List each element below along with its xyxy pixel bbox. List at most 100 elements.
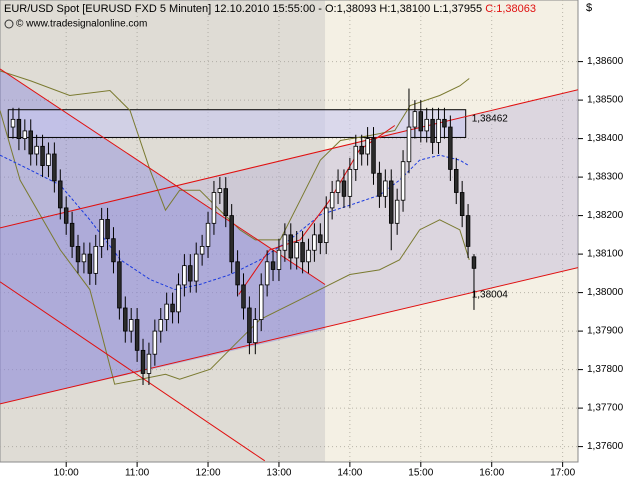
candle-body <box>46 153 51 166</box>
indicator-line <box>0 68 326 285</box>
y-tick-label: 1,38400 <box>587 133 624 144</box>
y-tick-label: 1,37800 <box>587 364 624 375</box>
candle-body <box>28 130 33 155</box>
candle-body <box>406 126 412 163</box>
candle-body <box>217 188 223 193</box>
candle-body <box>329 192 335 209</box>
candle-body <box>253 319 258 344</box>
candle-body <box>436 118 441 143</box>
candle-body <box>211 192 217 224</box>
channel-region <box>0 68 326 404</box>
candle-body <box>294 242 299 259</box>
candle-body <box>353 145 359 170</box>
candle-body <box>365 138 370 155</box>
candle-body <box>359 145 364 155</box>
candle-body <box>459 192 465 217</box>
candle-body <box>377 172 382 197</box>
price-annotation: 1,38004 <box>472 290 509 301</box>
candle-body <box>223 188 228 216</box>
range-box <box>7 109 467 138</box>
candle-body <box>123 307 128 332</box>
candle-body <box>69 222 75 247</box>
plot-area <box>0 0 579 463</box>
title-part: C:1,38063 <box>485 3 536 15</box>
x-tick-label: 14:00 <box>337 468 362 479</box>
x-tick-label: 10:00 <box>54 468 79 479</box>
indicator-line <box>0 281 266 462</box>
candle-body <box>383 180 388 197</box>
candle-body <box>270 261 276 270</box>
plot-layer <box>0 0 578 462</box>
candle-body <box>205 222 211 247</box>
candle-body <box>276 249 282 270</box>
candle-body <box>164 303 169 320</box>
candle-body <box>288 234 294 259</box>
candle-body <box>134 319 140 351</box>
candle-body <box>282 234 288 251</box>
y-tick-label: 1,38500 <box>587 95 624 106</box>
candle-body <box>241 284 246 309</box>
y-tick-label: 1,38200 <box>587 210 624 221</box>
candle-body <box>454 168 459 193</box>
y-tick-label: 1,37700 <box>587 403 624 414</box>
candle-body <box>335 180 341 193</box>
candle-body <box>111 238 116 263</box>
indicator-line <box>0 70 470 241</box>
copyright: © www.tradesignalonline.com <box>16 19 147 30</box>
y-tick-label: 1,38600 <box>587 56 624 67</box>
globe-icon <box>4 19 14 29</box>
indicator-line <box>0 154 469 291</box>
x-tick-label: 16:00 <box>479 468 504 479</box>
x-tick-label: 12:00 <box>196 468 221 479</box>
candle-body <box>324 207 329 243</box>
candle-body <box>52 153 57 182</box>
candle-body <box>300 242 305 263</box>
title-part: EUR/USD Spot [EURUSD FXD 5 Minuten] 12.1… <box>4 3 482 15</box>
candle-body <box>318 234 323 243</box>
candle-body <box>22 130 28 139</box>
x-tick-label: 11:00 <box>125 468 150 479</box>
candle-body <box>394 199 400 224</box>
candle-body <box>264 261 270 286</box>
candle-body <box>10 118 16 128</box>
candle-body <box>170 303 175 313</box>
candle-body <box>442 118 447 128</box>
candle-body <box>188 265 193 282</box>
candle-body <box>258 284 264 320</box>
candle-body <box>193 253 199 282</box>
indicator-line <box>0 110 470 385</box>
candle-body <box>75 245 81 263</box>
y-tick-label: 1,38000 <box>587 287 624 298</box>
price-annotation: 1,38462 <box>472 113 509 124</box>
candle-body <box>448 126 453 170</box>
candle-body <box>152 330 158 355</box>
candle-body <box>424 118 429 132</box>
candle-body <box>235 261 240 286</box>
candle-body <box>247 307 252 344</box>
candle-body <box>199 245 205 255</box>
candle-body <box>182 265 187 286</box>
candle-body <box>418 111 424 132</box>
candle-body <box>371 138 376 174</box>
candle-body <box>117 261 122 309</box>
candle-body <box>306 249 311 263</box>
candle-body <box>16 118 22 139</box>
candle-body <box>465 215 471 247</box>
candle-body <box>58 180 63 209</box>
candle-body <box>87 253 93 274</box>
candle-body <box>400 161 406 201</box>
y-tick-label: 1,38100 <box>587 249 624 260</box>
candle-body <box>93 245 98 274</box>
candle-body <box>176 284 181 313</box>
candle-body <box>105 219 110 240</box>
y-tick-label: 1,37900 <box>587 326 624 337</box>
candle-body <box>81 253 87 263</box>
candle-body <box>312 234 317 251</box>
indicator-line <box>0 267 578 405</box>
axis-layer: 1,37600 1,37700 1,37800 1,37900 1,38000 1,381… <box>54 56 624 478</box>
candle-body <box>341 180 347 197</box>
candle-body <box>128 319 134 332</box>
indicator-line <box>238 125 396 295</box>
y-tick-label: 1,37600 <box>587 441 624 452</box>
